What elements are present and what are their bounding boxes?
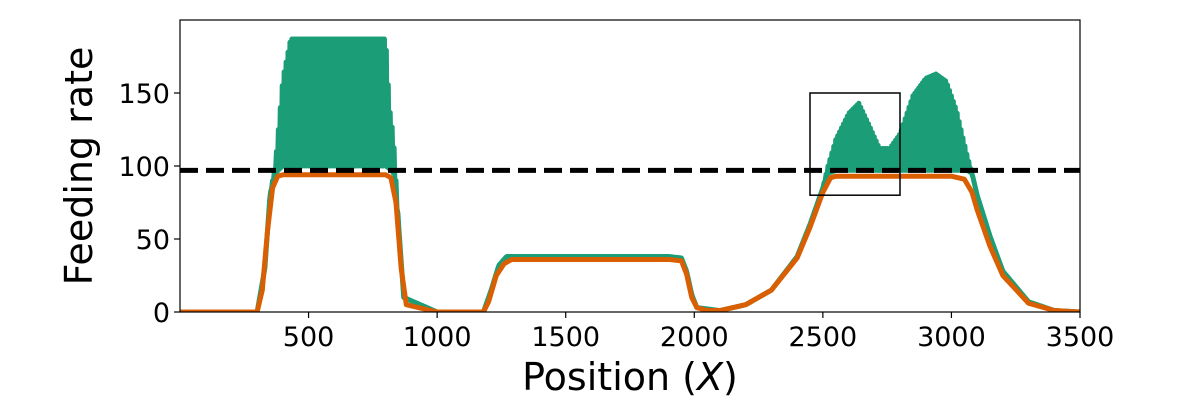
x-tick-label: 3000 bbox=[917, 322, 986, 353]
x-tick-label: 1000 bbox=[403, 322, 472, 353]
inset-box bbox=[809, 92, 901, 196]
y-tick-label: 50 bbox=[136, 225, 170, 256]
y-axis-label: Feeding rate bbox=[57, 47, 101, 286]
x-tick-label: 3500 bbox=[1046, 322, 1115, 353]
y-tick-label: 100 bbox=[118, 152, 170, 183]
y-tick-label: 0 bbox=[153, 298, 170, 329]
x-tick-label: 1500 bbox=[531, 322, 600, 353]
x-axis-label: Position (X) bbox=[522, 355, 738, 399]
series-orange-line bbox=[180, 172, 1080, 312]
x-tick-label: 500 bbox=[283, 322, 335, 353]
x-tick-label: 2500 bbox=[788, 322, 857, 353]
x-tick-label: 2000 bbox=[660, 322, 729, 353]
y-axis-ticks: 0 50 100 150 bbox=[118, 79, 180, 329]
series-layer bbox=[180, 36, 1080, 312]
x-axis-ticks: 500 1000 1500 2000 2500 3000 3500 bbox=[283, 312, 1115, 353]
y-tick-label: 150 bbox=[118, 79, 170, 110]
series-green-line bbox=[180, 36, 1080, 312]
overlay-layer bbox=[180, 92, 1080, 196]
